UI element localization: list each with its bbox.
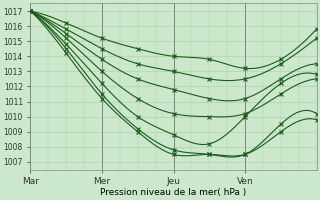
X-axis label: Pression niveau de la mer( hPa ): Pression niveau de la mer( hPa ) (100, 188, 247, 197)
